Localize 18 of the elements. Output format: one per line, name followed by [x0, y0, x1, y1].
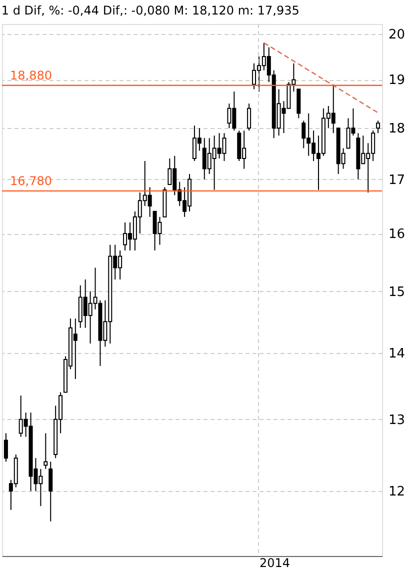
y-tick-label: 18: [388, 122, 406, 137]
y-tick-label: 13: [388, 412, 406, 428]
y-tick-label: 14: [388, 346, 406, 362]
ref-line-label: 18,880: [10, 68, 52, 82]
candlestick: [44, 432, 48, 470]
y-tick-label: 15: [388, 284, 406, 300]
y-tick-label: 12: [388, 484, 406, 500]
ref-line-label: 16,780: [10, 174, 52, 188]
y-tick-label: 20: [388, 27, 406, 42]
y-tick-label: 17: [388, 172, 406, 188]
candlestick: [247, 103, 252, 132]
y-tick-label: 16: [388, 227, 406, 242]
chart-title: 1 d Dif, %: -0,44 Dif,: -0,080 M: 18,120 m: 17,935: [1, 4, 300, 18]
candlestick: [48, 461, 53, 522]
y-tick-label: 19: [388, 73, 406, 88]
annotation: 2014: [260, 556, 290, 570]
candlestick: [4, 432, 8, 462]
candlestick: [376, 120, 380, 134]
